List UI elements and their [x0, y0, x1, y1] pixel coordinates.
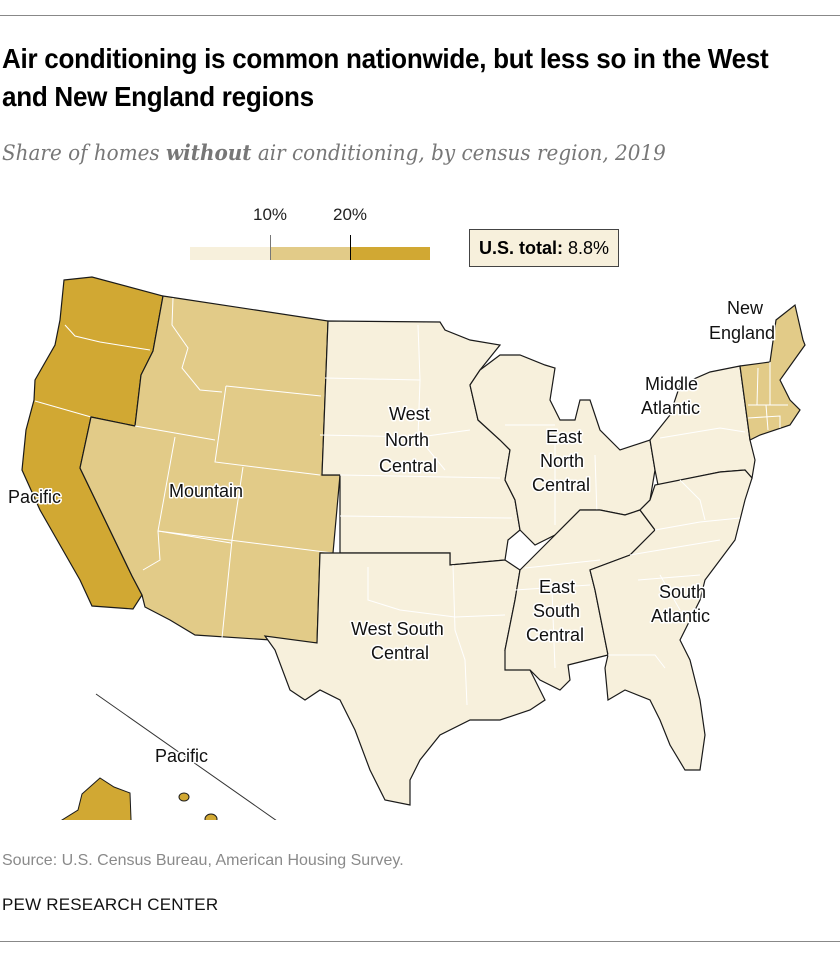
- label-ne-1: New: [727, 298, 764, 318]
- legend-label-10: 10%: [252, 205, 288, 224]
- region-pacific-alaska: [61, 777, 132, 820]
- label-ma-2: Atlantic: [641, 398, 700, 418]
- region-new-england: [739, 303, 806, 441]
- region-pacific-hawaii: [178, 792, 218, 820]
- label-esc-2: South: [533, 601, 580, 621]
- region-south-atlantic: [589, 469, 753, 771]
- state-line-or-ca: [34, 400, 92, 418]
- subtitle-text-end: air conditioning, by census region, 2019: [251, 141, 666, 165]
- mountain-state-lines: [134, 297, 334, 639]
- label-wnc-2: North: [385, 430, 429, 450]
- label-wnc-1: West: [389, 404, 430, 424]
- subtitle-text: Share of homes: [2, 141, 166, 165]
- subtitle-emphasis: without: [165, 140, 252, 165]
- us-total-value: 8.8%: [568, 238, 610, 258]
- label-esc-3: Central: [526, 625, 584, 645]
- color-legend: 10% 20%: [190, 205, 432, 265]
- legend-bin-high: [350, 247, 430, 260]
- label-wnc-3: Central: [379, 456, 437, 476]
- label-ne-2: England: [709, 323, 775, 343]
- legend-bin-low: [190, 247, 270, 260]
- us-census-region-map: Pacific Mountain West North Central East…: [7, 276, 806, 820]
- state-line-wa-or: [64, 324, 151, 351]
- bottom-rule: [0, 941, 840, 942]
- chart-subtitle: Share of homes without air conditioning,…: [2, 140, 666, 165]
- legend-tick-10: [270, 235, 271, 260]
- top-rule: [0, 15, 840, 16]
- inset-divider: [95, 693, 277, 820]
- label-sa-2: Atlantic: [651, 606, 710, 626]
- label-sa-1: South: [659, 582, 706, 602]
- esc-state-lines: [514, 559, 601, 669]
- chart-title: Air conditioning is common nationwide, b…: [2, 43, 769, 112]
- label-enc-2: North: [540, 451, 584, 471]
- label-wsc-2: Central: [371, 643, 429, 663]
- legend-bin-mid: [270, 247, 350, 260]
- label-enc-3: Central: [532, 475, 590, 495]
- legend-label-20: 20%: [332, 205, 368, 224]
- us-total-label: U.S. total:: [479, 238, 563, 258]
- new-england-state-lines: [747, 362, 788, 431]
- label-enc-1: East: [546, 427, 582, 447]
- label-mountain: Mountain: [169, 481, 243, 501]
- label-esc-1: East: [539, 577, 575, 597]
- us-total-badge: U.S. total: 8.8%: [469, 229, 620, 267]
- label-pacific-inset: Pacific: [155, 746, 208, 766]
- wnc-state-lines: [319, 324, 513, 519]
- enc-state-lines: [505, 424, 598, 525]
- legend-tick-20: [350, 235, 351, 260]
- brand-name: PEW RESEARCH CENTER: [2, 895, 219, 914]
- label-pacific: Pacific: [8, 487, 61, 507]
- wsc-state-lines: [367, 564, 506, 706]
- sa-state-lines: [608, 479, 741, 669]
- label-ma-1: Middle: [645, 374, 698, 394]
- source-note: Source: U.S. Census Bureau, American Hou…: [2, 852, 404, 869]
- middle-atlantic-state-line: [659, 427, 746, 439]
- label-wsc-1: West South: [351, 619, 444, 639]
